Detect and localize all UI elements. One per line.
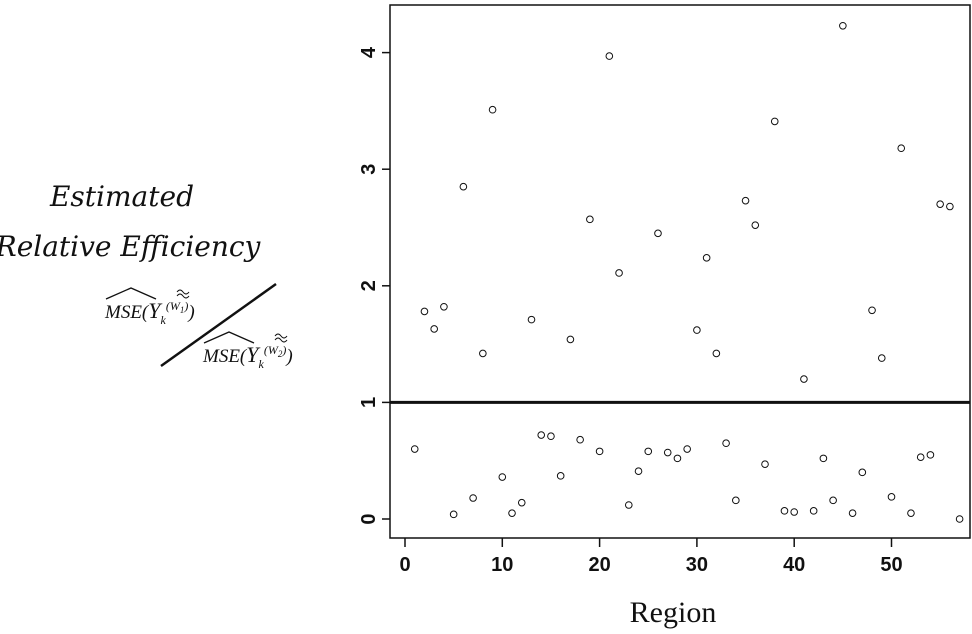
data-point (644, 447, 653, 456)
data-point (751, 221, 760, 229)
plot-frame (389, 4, 971, 539)
data-point (868, 306, 876, 315)
data-point (770, 117, 779, 126)
data-point (673, 454, 682, 463)
data-point (790, 508, 799, 516)
numerator-tilde (176, 289, 190, 299)
x-tick-label: 40 (783, 554, 805, 576)
y-axis-label: Estimated Relative Efficiency MSE(Yk(W1)… (0, 180, 293, 371)
data-point (897, 144, 906, 153)
data-point (527, 315, 536, 324)
data-point (586, 215, 594, 224)
data-point (615, 269, 623, 277)
formula-numerator: MSE(Yk(W1)) (104, 298, 195, 327)
y-tick-label: 4 (358, 46, 380, 58)
data-point (440, 302, 448, 311)
data-point (547, 432, 555, 441)
data-point (839, 21, 847, 30)
data-point (693, 326, 701, 334)
data-point (887, 493, 896, 501)
y-tick-label: 3 (358, 164, 380, 175)
data-point (800, 375, 808, 383)
data-point (761, 460, 769, 468)
data-point (712, 349, 721, 358)
data-point (576, 435, 584, 444)
formula-denominator: MSE(Yk(W2)) (202, 342, 293, 371)
data-point (469, 494, 477, 502)
data-point (459, 182, 468, 191)
y-tick-label: 0 (358, 513, 380, 524)
data-point (605, 52, 614, 60)
x-tick-label: 30 (686, 554, 708, 576)
ylabel-formula: MSE(Yk(W1)) MSE(Yk(W2)) (104, 282, 293, 371)
data-point (780, 507, 789, 515)
formula-slash (160, 282, 277, 368)
data-point (683, 445, 691, 453)
data-point (410, 445, 419, 453)
data-point (702, 254, 711, 262)
data-point (634, 467, 643, 475)
data-point (946, 202, 954, 211)
data-point (508, 509, 516, 517)
data-point (537, 431, 546, 439)
ylabel-line-1: Estimated (49, 180, 194, 213)
data-point (624, 501, 633, 509)
data-points (410, 21, 964, 523)
x-tick-label: 20 (588, 554, 610, 576)
x-tick-label: 10 (491, 554, 513, 576)
data-point (420, 307, 429, 316)
x-tick-label: 0 (399, 554, 410, 576)
data-point (732, 496, 740, 505)
data-point (858, 468, 867, 477)
data-point (654, 229, 662, 238)
data-point (449, 510, 458, 519)
data-point (479, 349, 487, 358)
data-point (848, 509, 857, 517)
data-point (663, 448, 672, 457)
data-point (819, 454, 828, 463)
data-point (955, 515, 964, 523)
data-point (722, 439, 730, 448)
data-point (926, 451, 935, 459)
x-axis-title: Region (630, 596, 717, 629)
y-axis: 0 1 2 3 4 (358, 46, 390, 525)
data-point (566, 335, 575, 344)
data-point (430, 325, 438, 333)
x-axis: 0 10 20 30 40 50 (399, 538, 903, 576)
y-tick-label: 2 (358, 280, 380, 291)
data-point (877, 354, 886, 362)
data-point (829, 496, 837, 505)
data-point (488, 105, 497, 114)
x-tick-label: 50 (880, 554, 902, 576)
data-point (595, 447, 604, 456)
data-point (916, 453, 925, 462)
ylabel-line-2: Relative Efficiency (0, 230, 262, 263)
denominator-tilde (274, 333, 288, 343)
data-point (517, 498, 526, 507)
data-point (556, 472, 565, 480)
data-point (936, 200, 944, 208)
data-point (498, 473, 507, 481)
numerator-hat (105, 287, 157, 300)
denominator-hat (203, 331, 255, 344)
y-tick-label: 1 (358, 397, 380, 408)
data-point (907, 509, 915, 517)
data-point (809, 507, 818, 515)
data-point (741, 196, 750, 205)
